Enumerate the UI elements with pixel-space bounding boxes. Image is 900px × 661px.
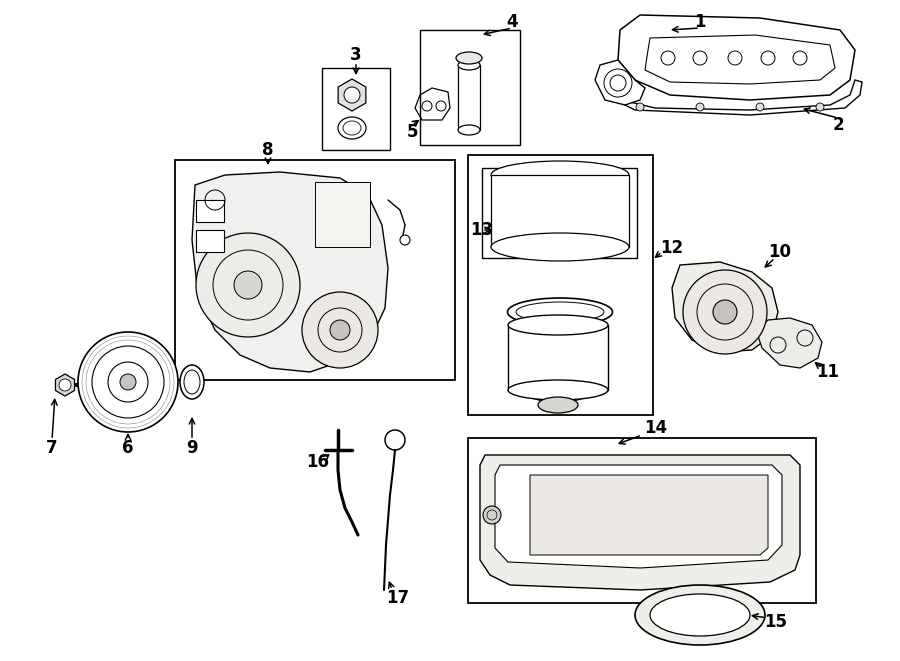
- Polygon shape: [480, 455, 800, 590]
- Text: 15: 15: [764, 613, 788, 631]
- Circle shape: [344, 87, 360, 103]
- Bar: [491, 175, 629, 247]
- Ellipse shape: [508, 315, 608, 335]
- Bar: [468, 438, 816, 603]
- Circle shape: [120, 374, 136, 390]
- Text: 5: 5: [406, 123, 418, 141]
- Polygon shape: [672, 262, 778, 352]
- Bar: [458, 65, 480, 130]
- Circle shape: [683, 270, 767, 354]
- Circle shape: [713, 300, 737, 324]
- Bar: [196, 200, 224, 222]
- Text: 14: 14: [644, 419, 668, 437]
- Circle shape: [816, 103, 824, 111]
- Polygon shape: [56, 374, 75, 396]
- Ellipse shape: [635, 585, 765, 645]
- Text: 10: 10: [769, 243, 791, 261]
- Ellipse shape: [458, 125, 480, 135]
- Text: 11: 11: [816, 363, 840, 381]
- Ellipse shape: [491, 233, 629, 261]
- Polygon shape: [192, 172, 388, 372]
- Circle shape: [483, 506, 501, 524]
- Text: 6: 6: [122, 439, 134, 457]
- Polygon shape: [530, 475, 768, 555]
- Polygon shape: [338, 79, 366, 111]
- Bar: [322, 68, 390, 150]
- Text: 1: 1: [694, 13, 706, 31]
- Text: 8: 8: [262, 141, 274, 159]
- Text: 4: 4: [506, 13, 518, 31]
- Bar: [482, 168, 637, 258]
- Polygon shape: [495, 465, 782, 568]
- Text: 12: 12: [661, 239, 684, 257]
- Circle shape: [59, 379, 71, 391]
- Ellipse shape: [180, 365, 204, 399]
- Ellipse shape: [508, 380, 608, 400]
- Polygon shape: [756, 318, 822, 368]
- Circle shape: [756, 103, 764, 111]
- Circle shape: [330, 320, 350, 340]
- Circle shape: [696, 103, 704, 111]
- Circle shape: [302, 292, 378, 368]
- Text: 9: 9: [186, 439, 198, 457]
- Text: 3: 3: [350, 46, 362, 64]
- Bar: [508, 325, 608, 390]
- Circle shape: [234, 271, 262, 299]
- Bar: [315, 182, 370, 247]
- Polygon shape: [618, 15, 855, 100]
- Bar: [196, 230, 224, 252]
- Text: 17: 17: [386, 589, 410, 607]
- Bar: [175, 160, 455, 380]
- Ellipse shape: [458, 60, 480, 70]
- Text: 13: 13: [471, 221, 493, 239]
- Text: 7: 7: [46, 439, 58, 457]
- Polygon shape: [595, 60, 645, 105]
- Circle shape: [196, 233, 300, 337]
- Ellipse shape: [650, 594, 750, 636]
- Bar: [468, 155, 653, 415]
- Bar: [420, 30, 520, 145]
- Circle shape: [78, 332, 178, 432]
- Text: 16: 16: [307, 453, 329, 471]
- Text: 2: 2: [832, 116, 844, 134]
- Circle shape: [636, 103, 644, 111]
- Polygon shape: [615, 80, 862, 115]
- Ellipse shape: [491, 161, 629, 189]
- Ellipse shape: [538, 397, 578, 413]
- Ellipse shape: [456, 52, 482, 64]
